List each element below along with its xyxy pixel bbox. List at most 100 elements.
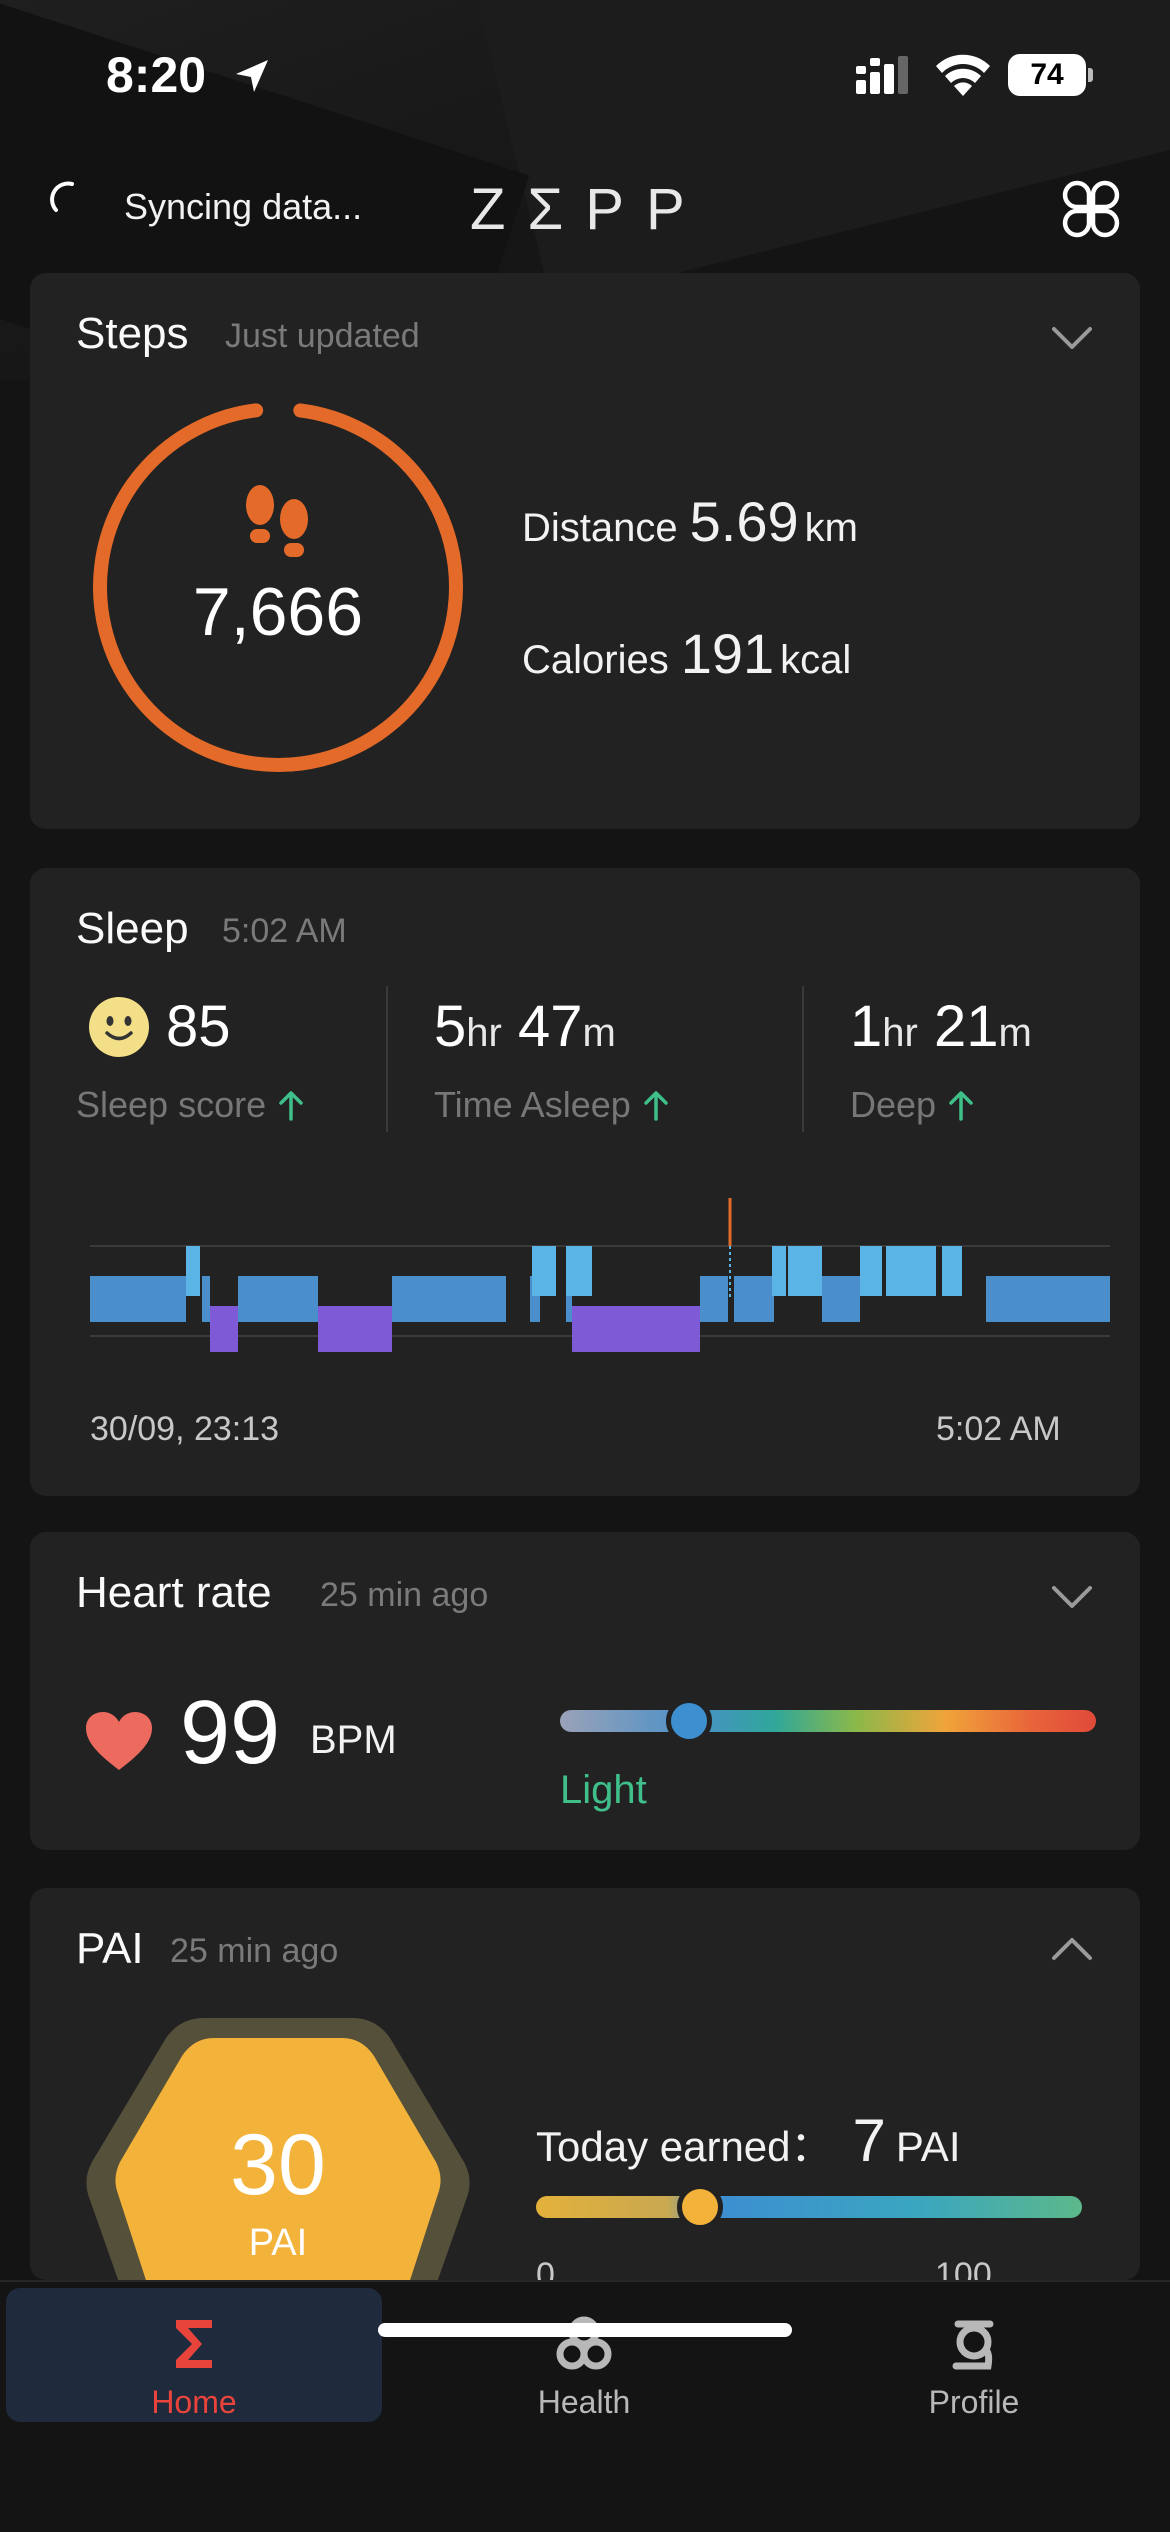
heart-rate-card[interactable]: Heart rate 25 min ago 99 BPM Light — [30, 1532, 1140, 1850]
calories-value: 191 — [680, 622, 775, 685]
calories-row: Calories 191 kcal — [522, 621, 851, 686]
tab-profile[interactable]: Profile — [786, 2288, 1162, 2422]
awake-block — [886, 1246, 936, 1296]
wifi-icon — [936, 54, 990, 96]
light-sleep-block — [90, 1276, 186, 1322]
sleep-chart-start: 30/09, 23:13 — [90, 1410, 280, 1448]
sync-spinner-icon — [50, 181, 74, 212]
sync-status-text: Syncing data... — [124, 186, 363, 227]
light-sleep-block — [202, 1276, 210, 1322]
light-sleep-block — [822, 1276, 860, 1322]
status-time: 8:20 — [106, 47, 207, 103]
light-sleep-block — [734, 1276, 774, 1322]
light-sleep-block — [530, 1276, 540, 1322]
asleep-hours: 5 — [434, 994, 467, 1059]
asleep-minutes: 47 — [517, 994, 583, 1059]
light-sleep-block — [700, 1276, 728, 1322]
pai-value: 30 — [230, 2117, 326, 2213]
tab-profile-label: Profile — [928, 2384, 1020, 2420]
chevron-down-icon[interactable] — [1050, 1582, 1094, 1612]
sleep-chart-end: 5:02 AM — [936, 1410, 1061, 1448]
awake-block — [532, 1246, 556, 1296]
distance-row: Distance 5.69 km — [522, 489, 858, 554]
pai-card[interactable]: PAI 25 min ago 30 PAI Today earned： 7 PAI … — [30, 1888, 1140, 2280]
light-sleep-block — [566, 1276, 572, 1322]
tab-home-label: Home — [151, 2384, 237, 2420]
heart-rate-updated: 25 min ago — [320, 1576, 489, 1614]
bottom-tab-bar: Home Health Profile — [0, 2280, 1170, 2532]
app-header: Syncing data... ZΣPP — [0, 150, 1170, 270]
light-sleep-block — [986, 1276, 1110, 1322]
distance-label: Distance — [522, 506, 678, 550]
profile-icon — [952, 2320, 994, 2370]
sleep-score-label: Sleep score — [76, 1084, 267, 1125]
divider — [802, 986, 804, 1132]
heart-icon — [86, 1712, 152, 1770]
sleep-score-value: 85 — [166, 994, 231, 1059]
tab-health-label: Health — [537, 2384, 631, 2420]
pai-title: PAI — [76, 1924, 144, 1973]
battery-indicator: 74 — [1008, 54, 1086, 96]
min-unit: m — [582, 1011, 616, 1055]
pai-today-value: 7 — [852, 2107, 886, 2174]
awake-block — [772, 1246, 786, 1296]
pai-scale-indicator — [676, 2184, 723, 2230]
light-sleep-block — [238, 1276, 318, 1322]
sleep-time: 5:02 AM — [222, 912, 347, 950]
awake-block — [788, 1246, 822, 1296]
steps-title: Steps — [76, 309, 189, 358]
sleep-card[interactable]: Sleep 5:02 AM 85 Sleep score 5hr 47m Tim… — [30, 868, 1140, 1496]
sleep-title: Sleep — [76, 904, 189, 953]
hr-unit: hr — [882, 1011, 918, 1055]
awake-block — [942, 1246, 962, 1296]
health-icon — [556, 2316, 612, 2370]
smiley-icon — [89, 997, 149, 1057]
tab-home[interactable]: Home — [6, 2288, 382, 2422]
light-sleep-block — [392, 1276, 506, 1322]
hr-unit: hr — [466, 1011, 502, 1055]
steps-count: 7,666 — [192, 574, 364, 650]
steps-card[interactable]: Steps Just updated 7,666 Distance 5.69 km … — [30, 273, 1140, 829]
pai-today-earned: Today earned： 7 PAI — [536, 2106, 961, 2175]
pai-scale-max: 100 — [935, 2256, 992, 2280]
pai-scale-bar — [536, 2196, 1082, 2218]
divider — [386, 986, 388, 1132]
cellular-signal-icon — [856, 56, 908, 94]
deep-sleep-block — [210, 1306, 238, 1352]
location-arrow-icon — [236, 60, 268, 92]
chevron-down-icon[interactable] — [1050, 323, 1094, 353]
status-bar: 8:20 74 — [0, 0, 1170, 150]
deep-label: Deep — [850, 1084, 937, 1125]
battery-tip — [1088, 68, 1093, 82]
zepp-logo: ZΣPP — [470, 177, 707, 242]
heart-rate-zone: Light — [560, 1768, 647, 1812]
steps-updated: Just updated — [225, 317, 420, 355]
widget-grid-icon[interactable] — [1062, 180, 1120, 238]
heart-rate-value: 99 — [180, 1683, 281, 1783]
pai-today-unit: PAI — [895, 2123, 961, 2170]
distance-value: 5.69 — [689, 490, 799, 553]
time-asleep-block: 5hr 47m Time Asleep — [434, 993, 669, 1126]
pai-today-label: Today earned： — [536, 2123, 833, 2170]
heart-rate-zone-indicator — [665, 1698, 712, 1744]
distance-unit: km — [804, 506, 858, 550]
deep-minutes: 21 — [933, 994, 999, 1059]
pai-updated: 25 min ago — [170, 1932, 339, 1970]
heart-rate-unit: BPM — [310, 1718, 397, 1762]
min-unit: m — [998, 1011, 1032, 1055]
home-indicator — [378, 2323, 792, 2337]
trend-up-icon — [644, 1091, 668, 1121]
pai-hexagon-badge — [86, 2018, 470, 2280]
deep-sleep-block — [318, 1306, 392, 1352]
sigma-icon — [176, 2320, 212, 2368]
trend-up-icon — [949, 1091, 973, 1121]
deep-hours: 1 — [850, 994, 883, 1059]
steps-progress-ring — [93, 402, 463, 772]
calories-label: Calories — [522, 638, 669, 682]
pai-unit: PAI — [248, 2222, 308, 2264]
tab-health[interactable]: Health — [396, 2288, 772, 2422]
trend-up-icon — [279, 1091, 303, 1121]
deep-sleep-block — [572, 1306, 700, 1352]
pai-scale-min: 0 — [536, 2256, 555, 2280]
chevron-up-icon[interactable] — [1050, 1934, 1094, 1964]
